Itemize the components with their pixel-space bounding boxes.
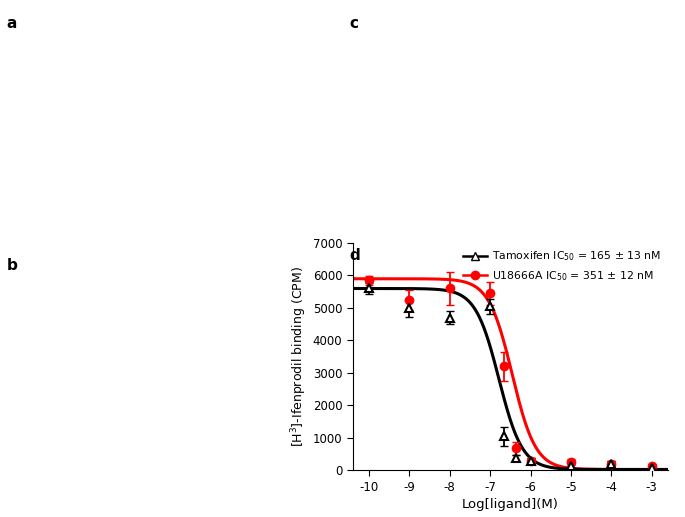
X-axis label: Log[ligand](M): Log[ligand](M) [462,498,559,511]
Text: c: c [349,16,358,31]
Text: d: d [349,248,360,263]
Legend: Tamoxifen IC$_{50}$ = 165 ± 13 nM, U18666A IC$_{50}$ = 351 ± 12 nM: Tamoxifen IC$_{50}$ = 165 ± 13 nM, U1866… [458,245,666,287]
Text: b: b [7,258,18,273]
Text: a: a [7,16,17,31]
Y-axis label: [H$^{3}$]-Ifenprodil binding (CPM): [H$^{3}$]-Ifenprodil binding (CPM) [289,266,308,447]
